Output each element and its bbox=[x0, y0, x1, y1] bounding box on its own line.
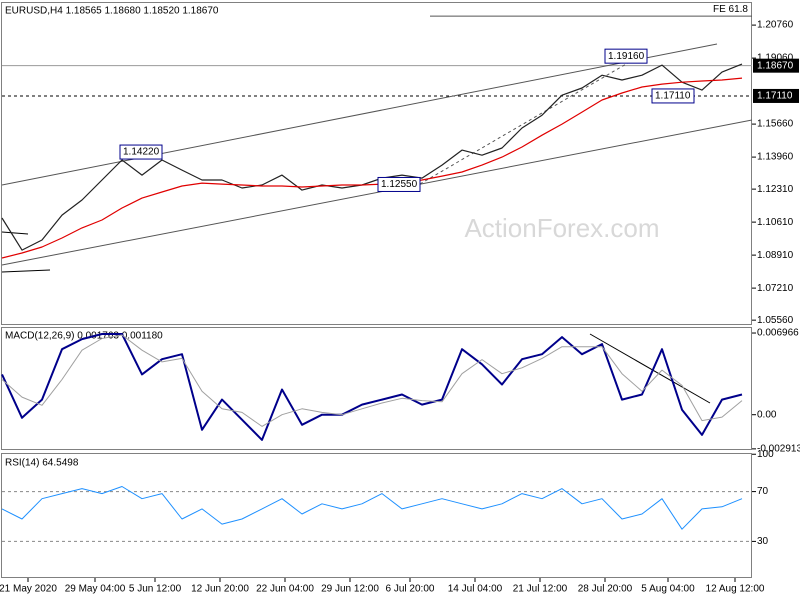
y-tick-label: 1.13960 bbox=[757, 152, 794, 163]
trend-mark bbox=[1, 269, 51, 273]
x-tick-label: 29 May 04:00 bbox=[65, 584, 126, 595]
y-tick-label: 1.12310 bbox=[757, 184, 794, 195]
annotation-label: 1.19160 bbox=[608, 51, 645, 62]
x-tick-label: 22 Jun 04:00 bbox=[256, 584, 314, 595]
y-tick-label: 100 bbox=[757, 449, 774, 460]
annotation-box bbox=[119, 144, 163, 160]
trend-mark bbox=[1, 231, 29, 235]
y-tick-label: 1.20760 bbox=[757, 20, 794, 31]
price-label: 1.18670 bbox=[757, 60, 794, 71]
price-panel-frame bbox=[1, 2, 752, 325]
fe-label: FE 61.8 bbox=[713, 4, 748, 15]
channel-lower bbox=[1, 119, 753, 266]
price-title: EURUSD,H4 1.18565 1.18680 1.18520 1.1867… bbox=[5, 6, 219, 17]
watermark: ActionForex.com bbox=[464, 213, 659, 243]
y-tick-label: 1.10610 bbox=[757, 217, 794, 228]
annotation-label: 1.17110 bbox=[655, 91, 691, 102]
y-tick-label: -0.002913 bbox=[757, 444, 800, 455]
x-tick-label: 6 Jul 20:00 bbox=[386, 584, 435, 595]
annotation-label: 1.14220 bbox=[123, 147, 160, 158]
series-line bbox=[1, 334, 743, 427]
price-label: 1.17110 bbox=[757, 91, 793, 102]
rsi-panel-frame bbox=[1, 453, 752, 578]
annotation-box bbox=[604, 48, 648, 64]
y-tick-label: 1.08910 bbox=[757, 250, 794, 261]
y-tick-label: 1.15660 bbox=[757, 119, 794, 130]
fib-line bbox=[419, 55, 641, 185]
macd-trendline bbox=[589, 333, 711, 404]
x-tick-label: 29 Jun 12:00 bbox=[321, 584, 379, 595]
price-label-box bbox=[753, 58, 799, 73]
x-tick-label: 21 Jul 12:00 bbox=[513, 584, 568, 595]
x-tick-label: 12 Jun 20:00 bbox=[191, 584, 249, 595]
series-line bbox=[1, 333, 743, 441]
x-tick-label: 12 Aug 12:00 bbox=[706, 584, 765, 595]
x-tick-label: 28 Jul 20:00 bbox=[578, 584, 633, 595]
y-tick-label: 30 bbox=[757, 536, 769, 547]
series-line bbox=[1, 63, 743, 251]
y-tick-label: 1.19060 bbox=[757, 53, 794, 64]
series-line bbox=[1, 486, 743, 530]
annotation-box bbox=[377, 176, 421, 192]
y-tick-label: 1.05560 bbox=[757, 315, 794, 326]
x-tick-label: 14 Jul 04:00 bbox=[448, 584, 503, 595]
price-label-box bbox=[753, 88, 799, 103]
macd-panel-frame bbox=[1, 327, 752, 450]
macd-title: MACD(12,26,9) 0.001763 0.001180 bbox=[5, 331, 163, 342]
y-tick-label: 1.07210 bbox=[757, 283, 794, 294]
y-tick-label: 0.006966 bbox=[757, 328, 799, 339]
y-tick-label: 0.00 bbox=[757, 409, 777, 420]
annotation-box bbox=[651, 88, 695, 104]
series-line bbox=[1, 77, 743, 259]
x-tick-label: 5 Aug 04:00 bbox=[641, 584, 695, 595]
x-tick-label: 21 May 2020 bbox=[0, 584, 57, 595]
y-tick-label: 70 bbox=[757, 486, 769, 497]
rsi-title: RSI(14) 64.5498 bbox=[5, 458, 79, 469]
annotation-label: 1.12550 bbox=[381, 179, 418, 190]
x-tick-label: 5 Jun 12:00 bbox=[129, 584, 182, 595]
